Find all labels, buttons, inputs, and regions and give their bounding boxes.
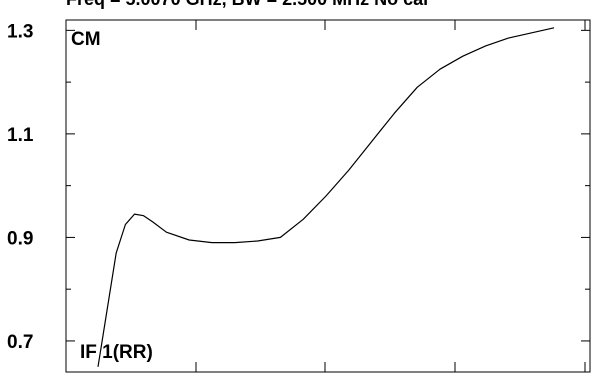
y-tick-label: 1.3: [7, 21, 33, 42]
annotation-cm: CM: [71, 29, 101, 50]
y-tick-label: 1.1: [7, 125, 34, 146]
y-tick-label: 0.7: [7, 332, 33, 353]
annotation-if: IF 1(RR): [80, 342, 153, 363]
chart-title: Freq = 5.0070 GHz, BW = 2.500 MHz No cal: [66, 0, 428, 10]
y-tick-label: 0.9: [7, 228, 33, 249]
data-line: [97, 27, 555, 367]
plot-frame: [65, 19, 591, 373]
